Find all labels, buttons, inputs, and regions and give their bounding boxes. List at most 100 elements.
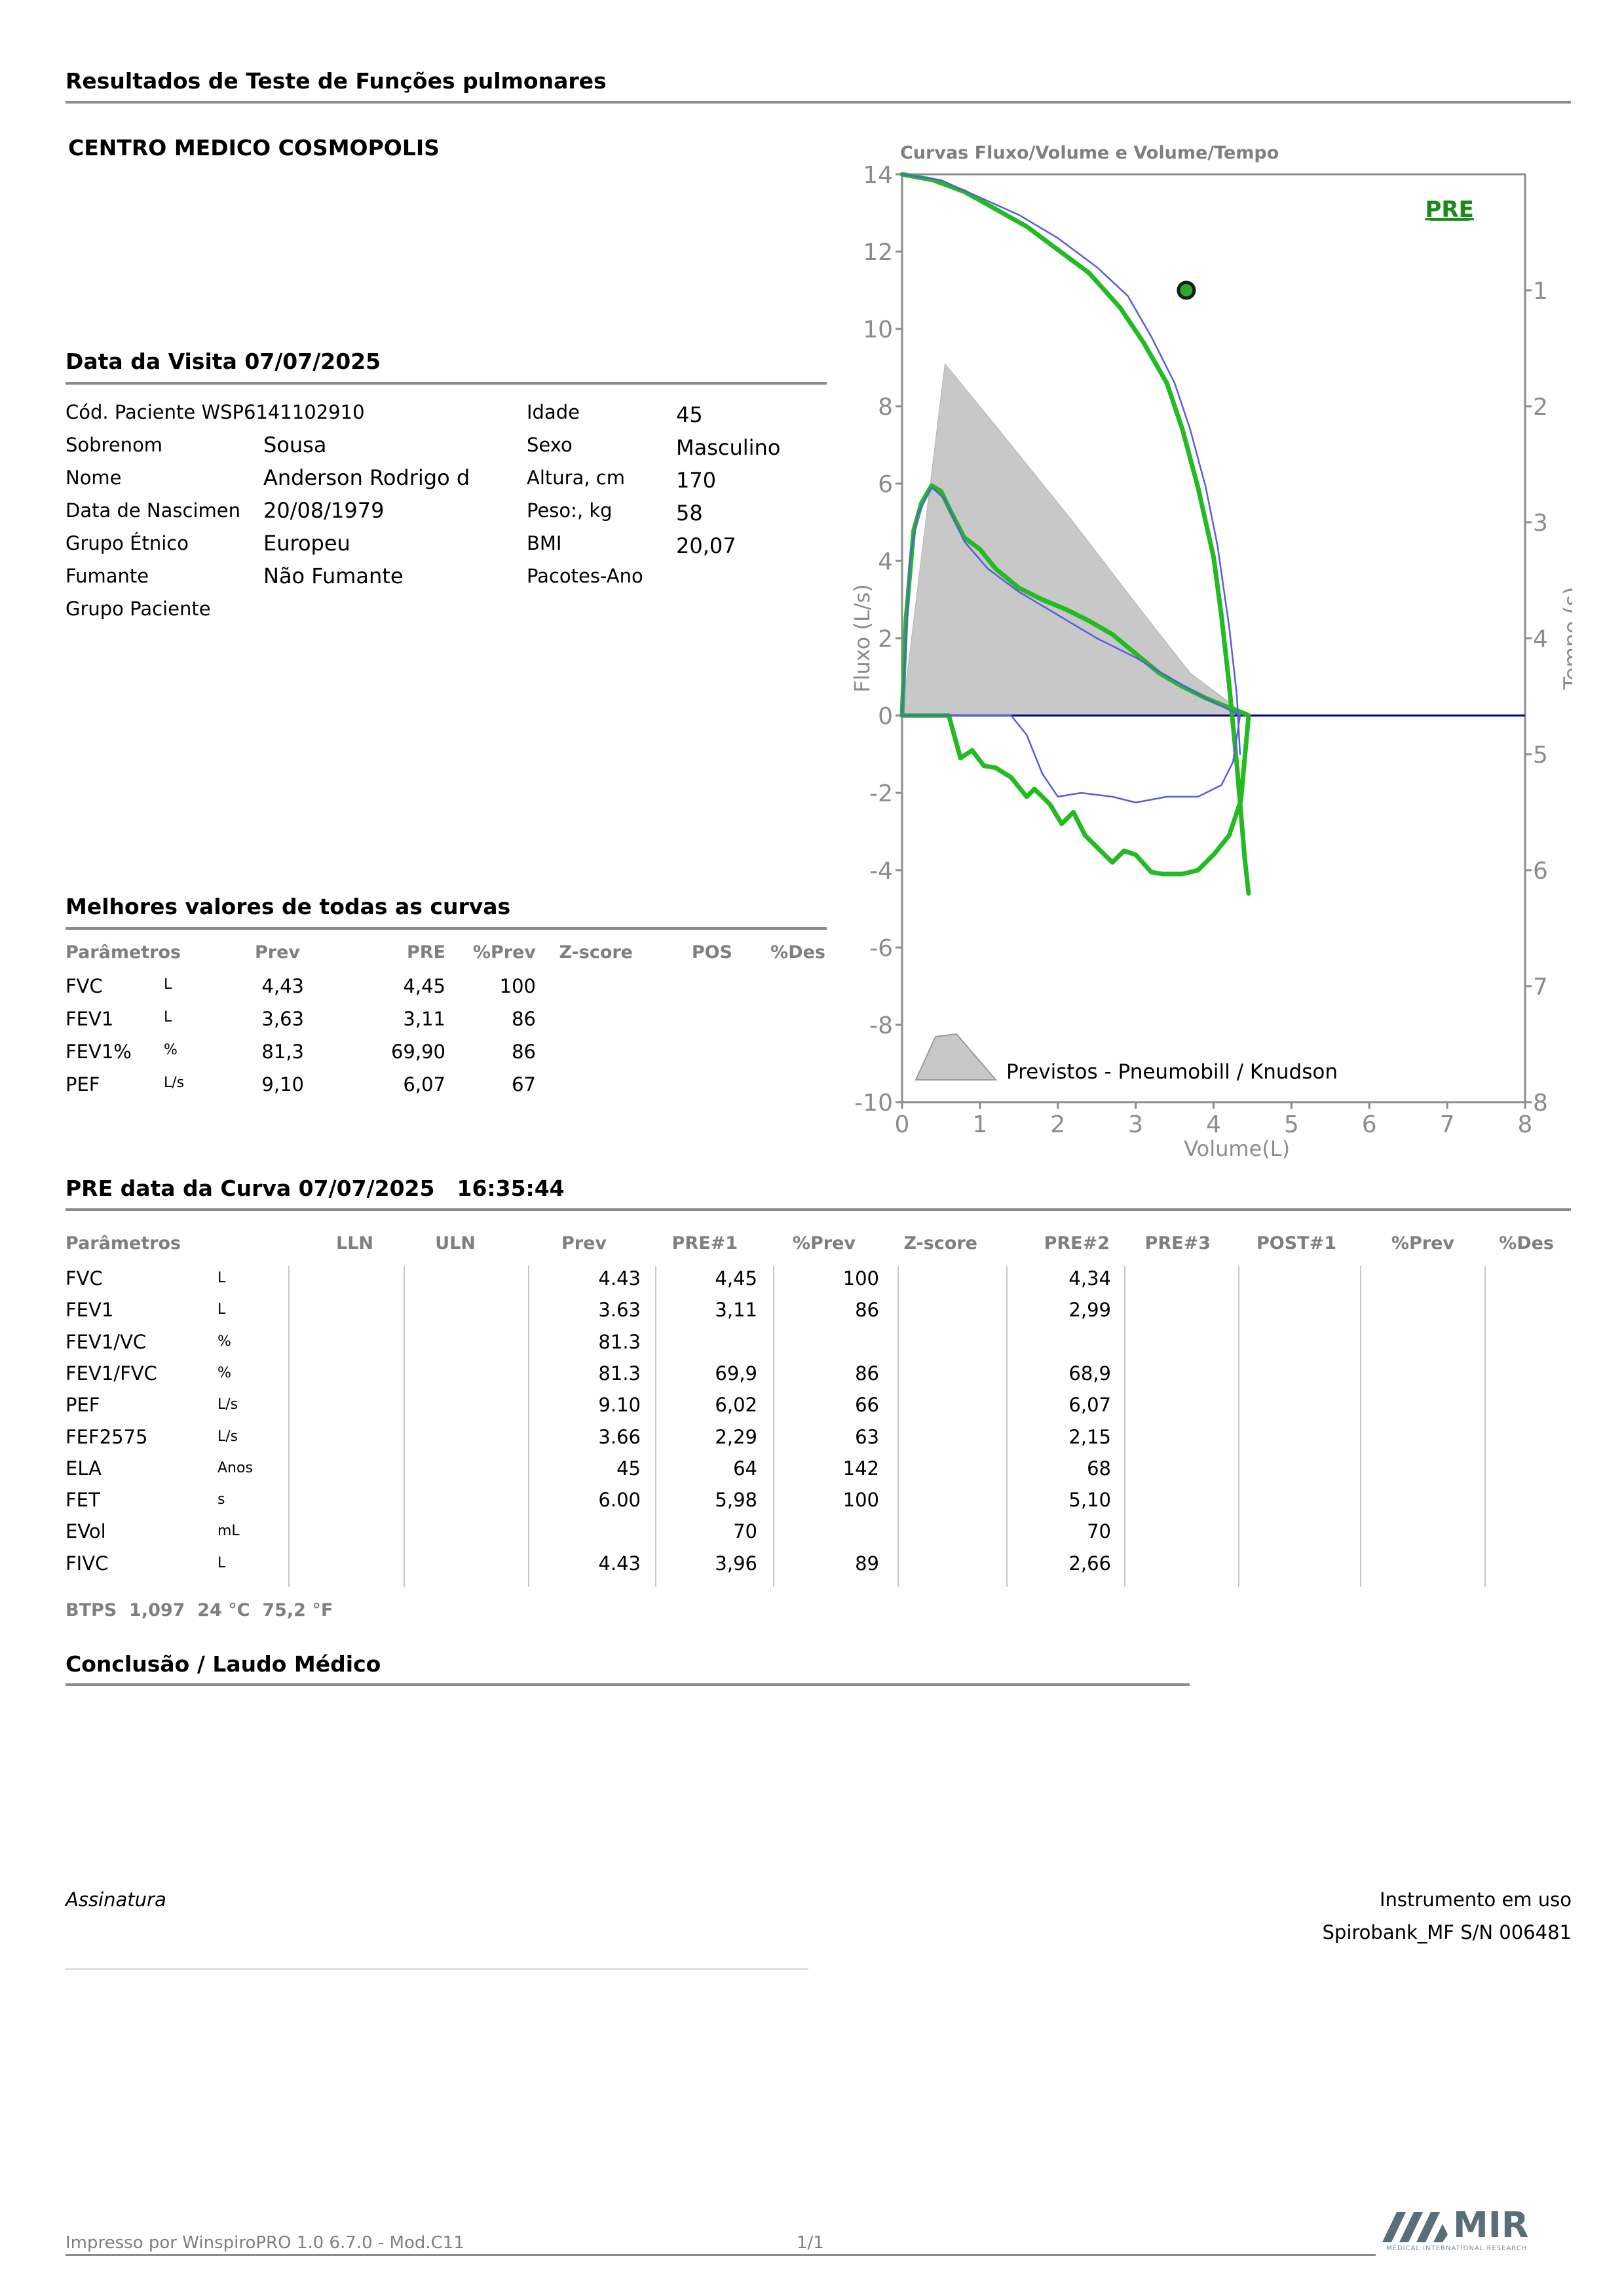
- best-values-divider: [66, 927, 827, 930]
- column-divider: [655, 1266, 656, 1587]
- y-tick-label: -4: [869, 858, 893, 885]
- curve-table-header: Parâmetros: [66, 1233, 181, 1253]
- curve-row-prev: 45: [616, 1457, 641, 1480]
- best-values-header: PRE: [406, 942, 445, 963]
- curve-row-unit: L/s: [217, 1428, 238, 1445]
- curve-table-header: %Des: [1499, 1233, 1554, 1253]
- curve-row-unit: Anos: [217, 1460, 253, 1476]
- patient-field-value: Masculino: [676, 435, 781, 460]
- btps-info: BTPS 1,097 24 °C 75,2 °F: [66, 1600, 333, 1620]
- mir-logo: MIR MEDICAL INTERNATIONAL RESEARCH: [1382, 2204, 1566, 2257]
- curve-table-header: Z-score: [903, 1233, 977, 1253]
- best-row-prev: 9,10: [261, 1073, 304, 1096]
- curve-row-pct: 142: [842, 1457, 879, 1480]
- curve-row-pre2: 2,99: [1068, 1299, 1111, 1321]
- patient-field-label: Altura, cm: [527, 467, 625, 489]
- curve-row-pre1: 5,98: [715, 1489, 757, 1511]
- curve-row-param: FVC: [66, 1267, 103, 1290]
- best-row-unit: L: [164, 976, 172, 993]
- patient-field-value: 45: [676, 402, 703, 427]
- patient-field-value: Anderson Rodrigo d: [263, 465, 470, 490]
- best-values-header: %Des: [770, 942, 825, 963]
- best-row-param: PEF: [66, 1073, 100, 1096]
- patient-field-value: 20/08/1979: [263, 498, 385, 523]
- patient-field-label: Sexo: [527, 434, 573, 456]
- y2-tick-label: 8: [1533, 1090, 1548, 1117]
- curve-row-param: FEV1: [66, 1299, 114, 1321]
- curve-row-unit: L/s: [217, 1396, 238, 1413]
- legend-predicted-icon: [915, 1033, 998, 1081]
- column-divider: [1238, 1266, 1239, 1587]
- best-values-header: POS: [691, 942, 732, 963]
- best-row-unit: L/s: [164, 1075, 185, 1091]
- curve-table-header: ULN: [435, 1233, 476, 1253]
- column-divider: [1484, 1266, 1486, 1587]
- y-tick-label: 14: [863, 162, 893, 189]
- curve-row-unit: %: [217, 1333, 231, 1350]
- y-tick-label: 0: [878, 703, 893, 730]
- column-divider: [528, 1266, 529, 1587]
- chart-title: Curvas Fluxo/Volume e Volume/Tempo: [900, 143, 1279, 163]
- curve-row-param: FET: [66, 1489, 100, 1511]
- legend-predicted: Previstos - Pneumobill / Knudson: [1006, 1060, 1338, 1084]
- curve-table-header: %Prev: [1391, 1233, 1454, 1253]
- best-row-prev: 81,3: [261, 1041, 304, 1063]
- y-tick-label: 2: [878, 626, 893, 653]
- curve-table-header: PRE#2: [1044, 1233, 1110, 1253]
- curve-row-pct: 63: [855, 1426, 879, 1448]
- legend-pre: PRE: [1426, 197, 1474, 223]
- curve-row-pre2: 6,07: [1068, 1394, 1111, 1416]
- curve-row-prev: 3.63: [598, 1299, 641, 1321]
- curve-title: PRE data da Curva 07/07/2025 16:35:44: [66, 1176, 565, 1201]
- curve-row-unit: mL: [217, 1523, 240, 1539]
- curve-row-pct: 86: [855, 1299, 879, 1321]
- curve-row-param: FIVC: [66, 1552, 109, 1575]
- y-tick-label: -2: [869, 780, 893, 807]
- x-tick-label: 3: [1128, 1111, 1143, 1138]
- printed-by: Impresso por WinspiroPRO 1.0 6.7.0 - Mod…: [66, 2233, 464, 2253]
- pef-marker: [1177, 280, 1196, 300]
- y-tick-label: 8: [878, 394, 893, 421]
- curve-row-pct: 89: [855, 1552, 879, 1575]
- x-tick-label: 6: [1362, 1111, 1377, 1138]
- column-divider: [288, 1266, 290, 1587]
- column-divider: [404, 1266, 405, 1587]
- curve-row-pre2: 68,9: [1068, 1362, 1111, 1385]
- patient-field-value: 170: [676, 468, 717, 493]
- best-row-pct: 67: [512, 1073, 536, 1096]
- patient-field-label: Peso:, kg: [527, 499, 613, 522]
- footer-divider: [66, 2254, 1376, 2256]
- curve-row-pct: 86: [855, 1362, 879, 1385]
- y-tick-label: 4: [878, 548, 893, 575]
- best-row-pre: 69,90: [390, 1041, 445, 1063]
- patient-field-label: Grupo Paciente: [66, 598, 211, 620]
- best-row-pre: 3,11: [403, 1008, 445, 1030]
- curve-row-pre2: 70: [1087, 1520, 1111, 1542]
- curve-row-pre1: 6,02: [715, 1394, 757, 1416]
- curve-row-pre2: 2,15: [1068, 1426, 1111, 1448]
- column-divider: [1006, 1266, 1008, 1587]
- curve-row-prev: 81.3: [598, 1331, 641, 1353]
- best-row-param: FEV1%: [66, 1041, 132, 1063]
- page-number: 1/1: [797, 2233, 824, 2253]
- best-row-pre: 6,07: [403, 1073, 445, 1096]
- curve-row-param: FEV1/FVC: [66, 1362, 157, 1385]
- curve-table-header: LLN: [335, 1233, 373, 1253]
- best-values-header: %Prev: [472, 942, 536, 963]
- patient-field-label: Data de Nascimen: [66, 499, 240, 522]
- y-tick-label: 12: [863, 239, 893, 266]
- best-row-unit: %: [164, 1042, 178, 1058]
- patient-field-value: 58: [676, 501, 703, 526]
- patient-field-value: Europeu: [263, 531, 350, 556]
- mir-logo-text: MIR: [1453, 2204, 1529, 2246]
- trial2-curve: [901, 173, 1241, 756]
- y2-axis-label: Tempo (s): [1559, 587, 1572, 691]
- curve-row-param: EVol: [66, 1520, 106, 1542]
- best-row-prev: 3,63: [261, 1008, 304, 1030]
- curve-row-pre2: 5,10: [1068, 1489, 1111, 1511]
- patient-field-label: Pacotes-Ano: [527, 565, 643, 587]
- trial2-curve: [901, 714, 1241, 803]
- x-tick-label: 8: [1518, 1111, 1533, 1138]
- curve-row-param: PEF: [66, 1394, 100, 1416]
- signature-label: Assinatura: [66, 1888, 166, 1911]
